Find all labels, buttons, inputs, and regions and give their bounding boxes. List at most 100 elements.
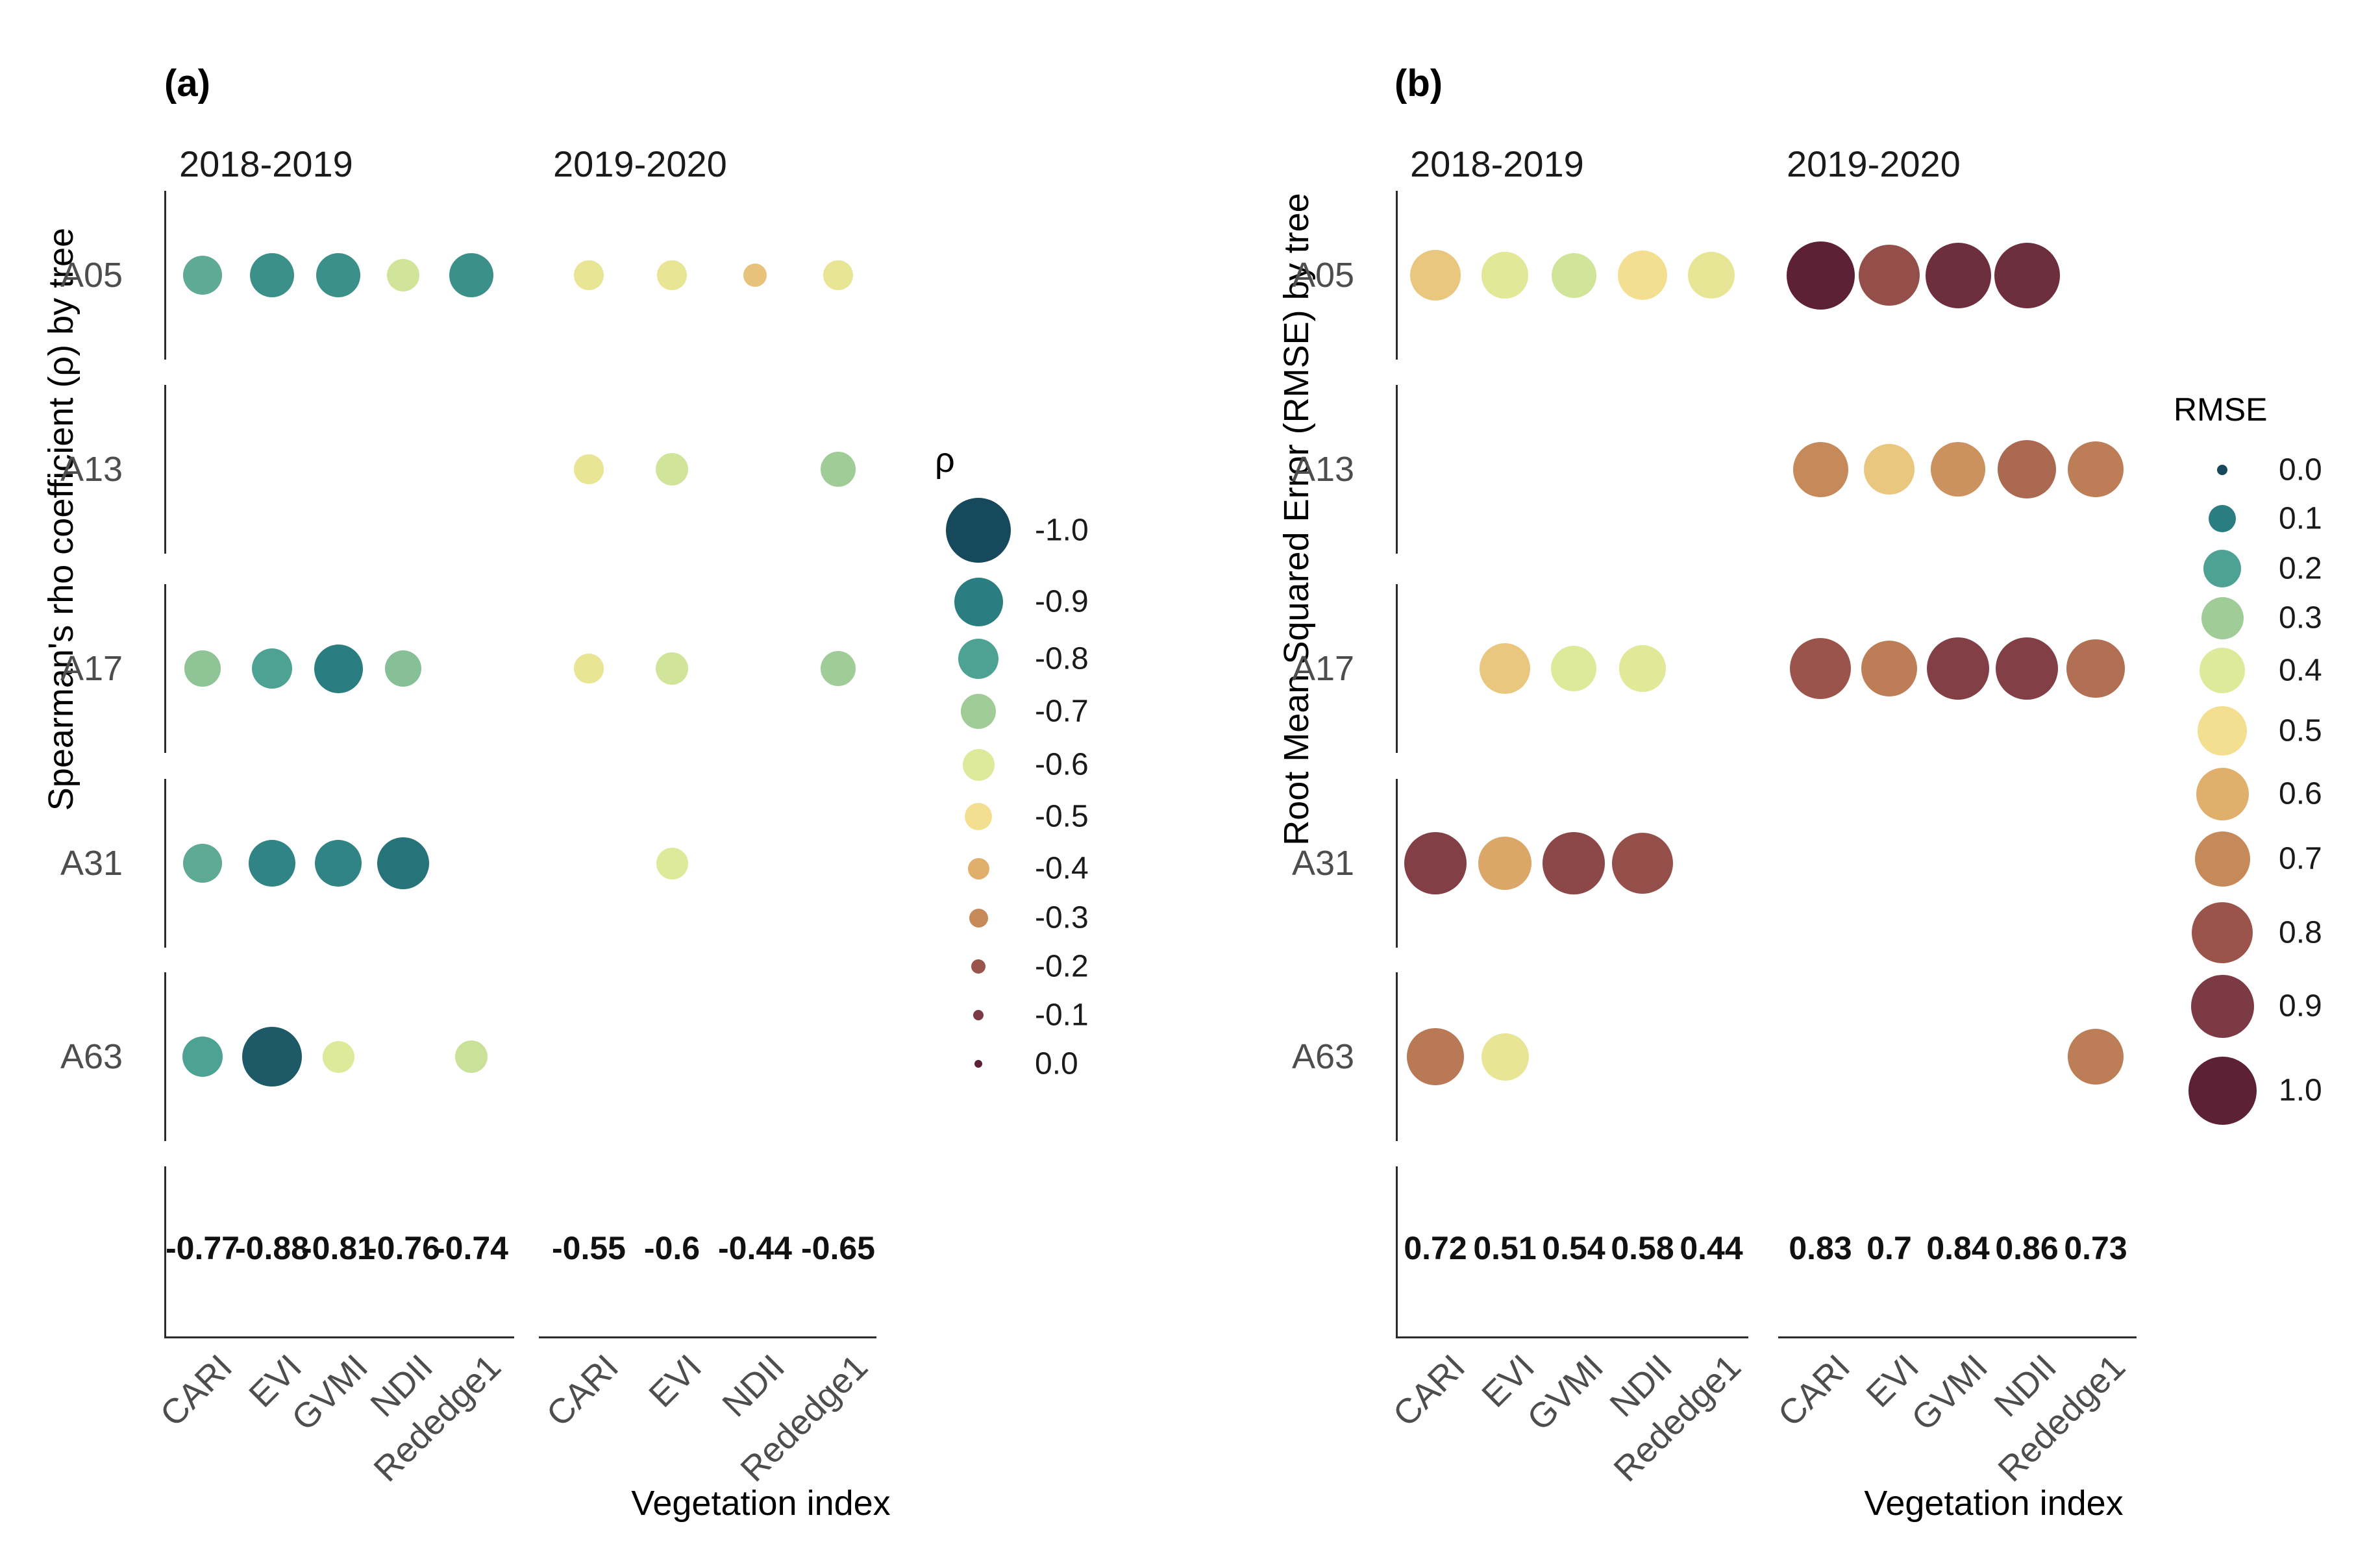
- legend-value: -1.0: [1035, 513, 1089, 548]
- panel-b-x-axis-title: Vegetation index: [1864, 1484, 2124, 1523]
- legend-value: 1.0: [2279, 1073, 2322, 1108]
- mean-value: -0.81: [301, 1230, 375, 1266]
- y-axis-segment: [1396, 191, 1398, 360]
- data-point: [314, 644, 363, 693]
- data-point: [1995, 637, 2059, 700]
- legend-dot: [969, 908, 988, 928]
- legend-value: 0.4: [2279, 653, 2322, 688]
- rho-legend-title: ρ: [935, 441, 955, 480]
- legend-dot: [946, 498, 1011, 563]
- y-axis-segment: [1396, 584, 1398, 753]
- legend-dot: [954, 577, 1003, 626]
- legend-dot: [2190, 974, 2254, 1038]
- legend-value: 0.3: [2279, 600, 2322, 635]
- data-point: [1792, 441, 1848, 497]
- data-point: [2067, 441, 2124, 498]
- legend-value: 0.7: [2279, 841, 2322, 876]
- mean-value: -0.55: [552, 1230, 626, 1266]
- facet-label: 2019-2020: [1787, 143, 1961, 184]
- mean-value: -0.88: [235, 1230, 309, 1266]
- panel-a-tag: (a): [164, 62, 210, 104]
- legend-dot: [962, 748, 995, 781]
- data-point: [387, 259, 419, 291]
- data-point: [1786, 241, 1855, 310]
- legend-dot: [2201, 596, 2244, 639]
- legend-dot: [958, 639, 998, 679]
- data-point: [242, 1026, 303, 1087]
- data-point: [322, 1040, 354, 1073]
- data-point: [1409, 249, 1461, 301]
- data-point: [821, 651, 856, 686]
- data-point: [249, 252, 295, 298]
- mean-value: -0.76: [366, 1230, 440, 1266]
- legend-value: 0.0: [1035, 1046, 1078, 1081]
- mean-value: 0.51: [1473, 1230, 1537, 1266]
- mean-value: 0.84: [1926, 1230, 1990, 1266]
- data-point: [656, 847, 688, 879]
- panel-b-tag: (b): [1395, 62, 1443, 104]
- data-point: [2067, 1028, 2124, 1085]
- data-point: [1618, 251, 1667, 300]
- data-point: [384, 650, 422, 687]
- legend-dot: [2203, 550, 2241, 587]
- legend-value: 0.6: [2279, 776, 2322, 811]
- legend-value: 0.1: [2279, 501, 2322, 536]
- data-point: [1858, 244, 1920, 306]
- legend-value: 0.9: [2279, 989, 2322, 1024]
- data-point: [1551, 252, 1596, 298]
- data-point: [184, 650, 221, 687]
- x-axis-line: [164, 1336, 514, 1338]
- data-point: [1790, 638, 1851, 699]
- legend-dot: [973, 1010, 984, 1020]
- y-tick-label: A17: [1292, 649, 1355, 688]
- data-point: [316, 252, 361, 298]
- data-point: [2066, 639, 2125, 698]
- data-point: [1478, 837, 1531, 890]
- facet-label: 2018-2019: [1410, 143, 1584, 184]
- data-point: [1925, 242, 1991, 308]
- legend-value: 0.0: [2279, 452, 2322, 487]
- data-point: [1994, 242, 2060, 308]
- mean-value: 0.86: [1995, 1230, 2059, 1266]
- mean-value: 0.7: [1866, 1230, 1912, 1266]
- data-point: [1930, 441, 1986, 497]
- data-point: [182, 1037, 223, 1077]
- mean-value: 0.83: [1789, 1230, 1852, 1266]
- data-point: [1861, 640, 1918, 697]
- facet-label: 2018-2019: [179, 143, 353, 184]
- legend-dot: [2194, 831, 2250, 887]
- mean-value: -0.6: [643, 1230, 700, 1266]
- mean-value: 0.58: [1611, 1230, 1674, 1266]
- legend-dot: [2217, 465, 2227, 475]
- legend-dot: [2192, 902, 2253, 963]
- data-point: [1481, 252, 1528, 299]
- y-tick-label: A05: [60, 256, 123, 295]
- y-tick-label: A31: [60, 844, 123, 883]
- legend-value: 0.5: [2279, 713, 2322, 748]
- legend-value: -0.9: [1035, 584, 1089, 619]
- legend-dot: [2198, 706, 2247, 756]
- data-point: [252, 648, 292, 689]
- y-axis-segment: [164, 972, 166, 1141]
- y-axis-segment: [164, 191, 166, 360]
- data-point: [1481, 1033, 1529, 1081]
- facet-label: 2019-2020: [553, 143, 727, 184]
- y-tick-label: A63: [60, 1037, 123, 1076]
- x-axis-line: [1396, 1336, 1748, 1338]
- legend-value: -0.8: [1035, 641, 1089, 676]
- legend-value: -0.4: [1035, 851, 1089, 886]
- legend-value: 0.8: [2279, 915, 2322, 950]
- data-point: [656, 652, 688, 685]
- mean-value: -0.74: [434, 1230, 508, 1266]
- data-point: [454, 1040, 488, 1074]
- y-axis-segment: [1396, 385, 1398, 554]
- y-tick-label: A31: [1292, 844, 1355, 883]
- legend-dot: [2209, 505, 2236, 532]
- data-point: [743, 263, 767, 288]
- legend-value: -0.2: [1035, 949, 1089, 984]
- data-point: [657, 260, 687, 290]
- data-point: [1551, 646, 1596, 691]
- y-tick-label: A13: [60, 450, 123, 489]
- data-point: [1611, 832, 1674, 894]
- legend-dot: [967, 857, 989, 879]
